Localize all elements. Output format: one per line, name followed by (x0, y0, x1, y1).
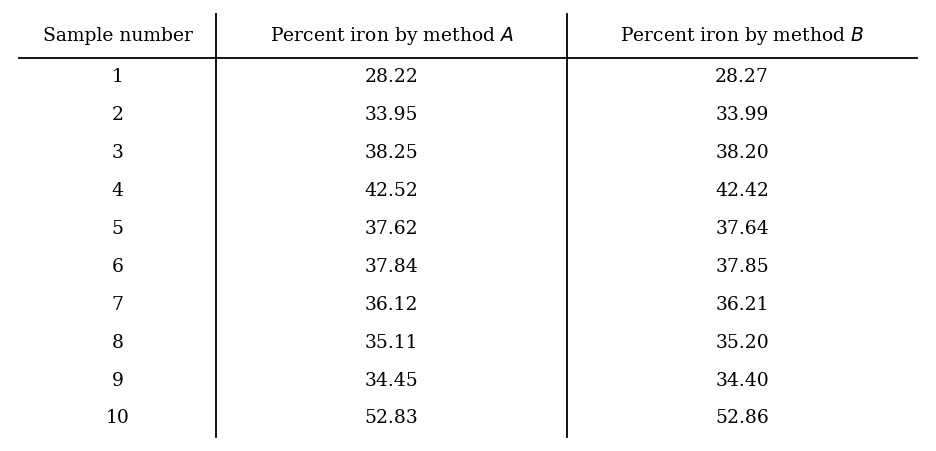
Text: 42.42: 42.42 (715, 182, 769, 200)
Text: 37.84: 37.84 (365, 258, 418, 276)
Text: 10: 10 (106, 410, 129, 428)
Text: 37.85: 37.85 (715, 258, 769, 276)
Text: 1: 1 (111, 68, 124, 86)
Text: 5: 5 (111, 220, 124, 238)
Text: 34.40: 34.40 (715, 372, 769, 390)
Text: 42.52: 42.52 (365, 182, 418, 200)
Text: 9: 9 (111, 372, 124, 390)
Text: 33.99: 33.99 (715, 106, 768, 124)
Text: 2: 2 (111, 106, 124, 124)
Text: 52.83: 52.83 (365, 410, 418, 428)
Text: 52.86: 52.86 (715, 410, 769, 428)
Text: 35.11: 35.11 (365, 334, 418, 352)
Text: 8: 8 (111, 334, 124, 352)
Text: 33.95: 33.95 (365, 106, 418, 124)
Text: Sample number: Sample number (43, 27, 193, 45)
Text: 37.64: 37.64 (715, 220, 768, 238)
Text: 28.27: 28.27 (715, 68, 769, 86)
Text: 36.12: 36.12 (365, 296, 418, 314)
Text: 4: 4 (111, 182, 124, 200)
Text: 28.22: 28.22 (365, 68, 418, 86)
Text: 35.20: 35.20 (715, 334, 769, 352)
Text: 37.62: 37.62 (365, 220, 418, 238)
Text: 34.45: 34.45 (365, 372, 418, 390)
Text: 38.25: 38.25 (365, 144, 418, 162)
Text: Percent iron by method $B$: Percent iron by method $B$ (620, 25, 864, 47)
Text: 3: 3 (111, 144, 124, 162)
Text: 38.20: 38.20 (715, 144, 769, 162)
Text: Percent iron by method $A$: Percent iron by method $A$ (270, 25, 514, 47)
Text: 7: 7 (111, 296, 124, 314)
Text: 36.21: 36.21 (715, 296, 768, 314)
Text: 6: 6 (111, 258, 124, 276)
